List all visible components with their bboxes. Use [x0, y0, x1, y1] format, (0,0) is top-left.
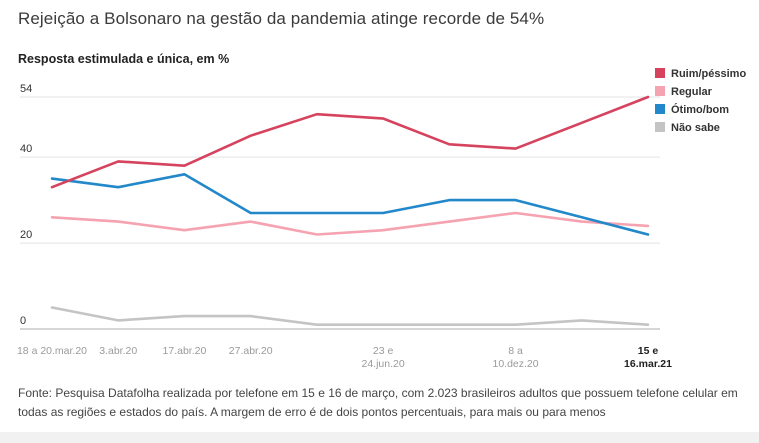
x-tick-label: 8 a — [508, 345, 523, 357]
y-tick-label: 0 — [20, 315, 26, 327]
legend-swatch — [655, 122, 665, 132]
series-line — [50, 95, 650, 189]
source-note: Fonte: Pesquisa Datafolha realizada por … — [18, 386, 738, 419]
line-chart: 0 20 40 54 18 a 20.mar.20 3.abr.20 17.abr.20 27… — [17, 68, 746, 370]
x-tick-label: 10.dez.20 — [492, 358, 538, 370]
legend-label: Não sabe — [671, 122, 720, 134]
y-tick-label: 20 — [20, 229, 32, 241]
legend-label: Regular — [671, 86, 713, 98]
chart-title: Rejeição a Bolsonaro na gestão da pandem… — [18, 9, 545, 28]
x-tick-label: 24.jun.20 — [362, 358, 405, 370]
bottom-strip — [0, 432, 759, 443]
x-tick-label: 23 e — [373, 345, 394, 357]
x-tick-label: 18 a 20.mar.20 — [17, 345, 87, 357]
legend-swatch — [655, 86, 665, 96]
x-tick-label: 15 e — [638, 345, 659, 357]
x-tick-label: 3.abr.20 — [99, 345, 137, 357]
chart-subtitle: Resposta estimulada e única, em % — [18, 52, 230, 66]
x-tick-label: 27.abr.20 — [229, 345, 273, 357]
x-tick-label: 17.abr.20 — [163, 345, 207, 357]
legend-label: Ótimo/bom — [671, 103, 729, 116]
legend-label: Ruim/péssimo — [671, 68, 746, 80]
series-line — [50, 173, 650, 236]
x-tick-label: 16.mar.21 — [624, 358, 672, 370]
legend-swatch — [655, 104, 665, 114]
series-line — [50, 211, 650, 236]
legend-swatch — [655, 68, 665, 78]
y-tick-label: 40 — [20, 143, 32, 155]
series-line — [50, 306, 650, 327]
y-tick-label: 54 — [20, 83, 32, 95]
